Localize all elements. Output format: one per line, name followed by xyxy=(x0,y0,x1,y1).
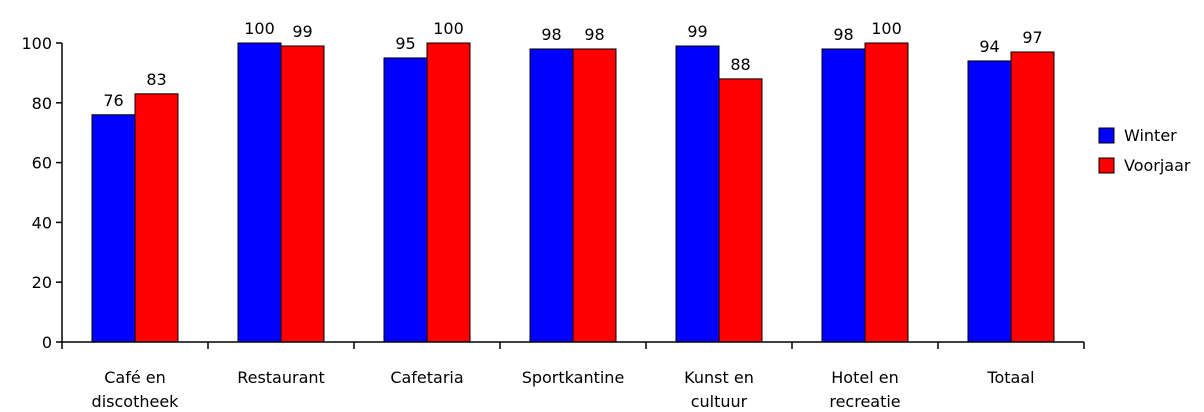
data-label: 76 xyxy=(103,91,123,110)
y-tick-label: 100 xyxy=(21,34,52,53)
legend-swatch-winter xyxy=(1098,127,1115,144)
x-category-label: Café en xyxy=(104,368,166,387)
data-label: 88 xyxy=(730,55,750,74)
x-category-label: recreatie xyxy=(829,392,900,411)
x-category-label: Totaal xyxy=(986,368,1034,387)
bar-voorjaar xyxy=(718,78,763,343)
y-tick-label: 80 xyxy=(32,94,52,113)
legend: Winter Voorjaar xyxy=(1098,126,1191,175)
y-tick-label: 0 xyxy=(42,333,52,352)
bar-voorjaar xyxy=(1010,51,1055,343)
data-labels-layer: 76 83 100 99 95 100 98 98 99 88 98 100 94 97 xyxy=(103,19,1042,110)
bar-winter xyxy=(529,48,574,343)
data-label: 98 xyxy=(584,25,604,44)
data-label: 94 xyxy=(979,37,999,56)
legend-label-winter: Winter xyxy=(1124,126,1177,145)
bar-voorjaar xyxy=(572,48,617,343)
y-tick-label: 20 xyxy=(32,273,52,292)
bar-voorjaar xyxy=(426,42,471,343)
data-label: 99 xyxy=(292,22,312,41)
bars-layer xyxy=(91,42,1055,343)
bar-voorjaar xyxy=(864,42,909,343)
x-category-label: Cafetaria xyxy=(390,368,463,387)
x-category-label: Kunst en xyxy=(684,368,754,387)
data-label: 99 xyxy=(687,22,707,41)
y-axis: 0 20 40 60 80 100 xyxy=(21,34,63,352)
x-category-label: Sportkantine xyxy=(522,368,625,387)
legend-swatch-voorjaar xyxy=(1098,157,1115,174)
x-category-label: Restaurant xyxy=(237,368,325,387)
x-category-label: discotheek xyxy=(92,392,180,411)
bar-winter xyxy=(237,42,282,343)
bar-winter xyxy=(675,45,720,343)
bar-winter xyxy=(821,48,866,343)
data-label: 98 xyxy=(541,25,561,44)
bar-winter xyxy=(91,114,136,343)
bar-voorjaar xyxy=(134,93,179,343)
bar-winter xyxy=(967,60,1012,343)
data-label: 95 xyxy=(395,34,415,53)
data-label: 100 xyxy=(244,19,275,38)
bar-voorjaar xyxy=(280,45,325,343)
y-tick-label: 40 xyxy=(32,213,52,232)
x-category-label: Hotel en xyxy=(831,368,898,387)
data-label: 97 xyxy=(1022,28,1042,47)
legend-label-voorjaar: Voorjaar xyxy=(1124,156,1191,175)
data-label: 100 xyxy=(871,19,902,38)
y-tick-label: 60 xyxy=(32,154,52,173)
x-axis: Café en discotheek Restaurant Cafetaria Spor… xyxy=(61,341,1085,411)
data-label: 98 xyxy=(833,25,853,44)
bar-winter xyxy=(383,57,428,343)
x-category-label: cultuur xyxy=(691,392,748,411)
data-label: 100 xyxy=(433,19,464,38)
data-label: 83 xyxy=(146,70,166,89)
